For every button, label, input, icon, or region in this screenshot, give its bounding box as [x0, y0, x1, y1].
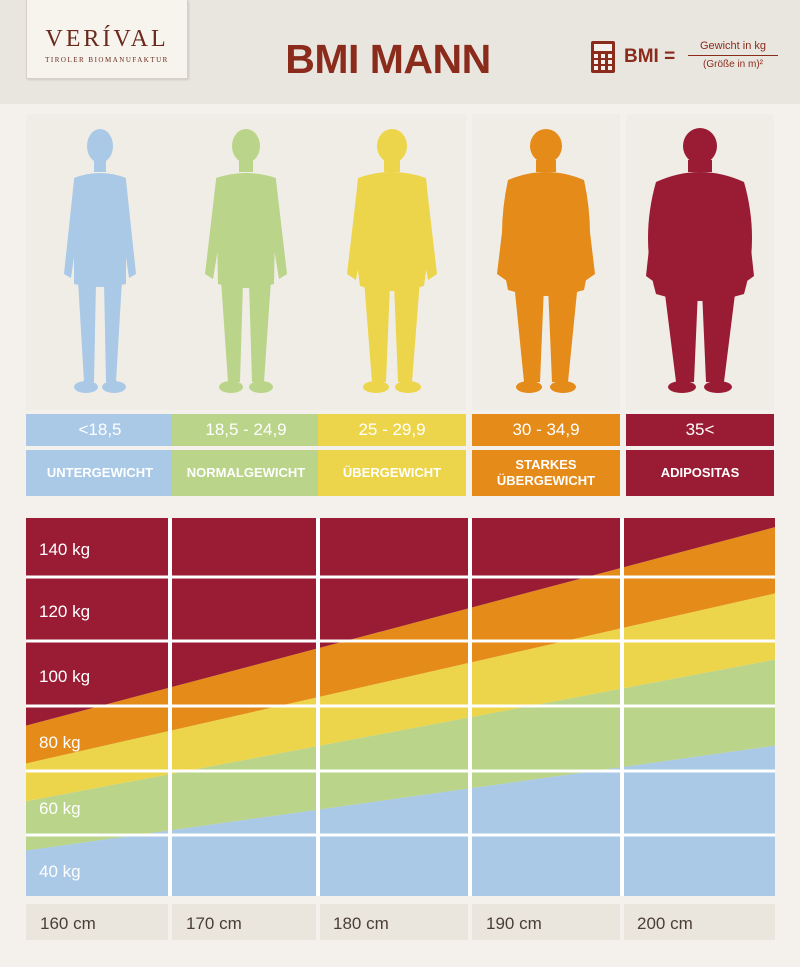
- logo-brand: VERÍVAL: [45, 26, 169, 52]
- silhouette-obese-icon: [497, 129, 595, 393]
- y-tick-label: 60 kg: [39, 799, 81, 818]
- category-label: ÜBERGEWICHT: [318, 450, 466, 496]
- band-übergewicht: [26, 593, 775, 802]
- x-axis-strip: [26, 904, 775, 940]
- x-tick-label: 190 cm: [486, 914, 542, 933]
- page-title: BMI MANN: [285, 36, 491, 82]
- y-tick-label: 80 kg: [39, 733, 81, 752]
- x-tick-label: 200 cm: [637, 914, 693, 933]
- y-tick-label: 40 kg: [39, 862, 81, 881]
- y-tick-label: 100 kg: [39, 667, 90, 686]
- bmi-formula: BMI = Gewicht in kg (Größe in m)²: [590, 40, 790, 80]
- category-label: NORMALGEWICHT: [172, 450, 320, 496]
- range-badge: 35<: [626, 414, 774, 446]
- silhouette-underweight-icon: [64, 129, 136, 393]
- y-tick-label: 140 kg: [39, 540, 90, 559]
- formula-fraction: Gewicht in kg (Größe in m)²: [688, 40, 778, 70]
- category-label: UNTERGEWICHT: [26, 450, 174, 496]
- x-tick-label: 170 cm: [186, 914, 242, 933]
- category-label: STARKES ÜBERGEWICHT: [472, 450, 620, 496]
- logo: VERÍVAL TIROLER BIOMANUFAKTUR: [26, 0, 188, 79]
- category-label: ADIPOSITAS: [626, 450, 774, 496]
- silhouette-normal-icon: [205, 129, 287, 393]
- range-badge: 18,5 - 24,9: [172, 414, 320, 446]
- x-axis-separator: [468, 904, 472, 940]
- silhouette-overweight-icon: [347, 129, 437, 393]
- x-tick-label: 180 cm: [333, 914, 389, 933]
- grid-line-horizontal: [26, 704, 775, 708]
- silhouette-adipositas-icon: [646, 128, 754, 393]
- header-bar: VERÍVAL TIROLER BIOMANUFAKTUR BMI MANN B…: [0, 0, 800, 104]
- formula-denominator: (Größe in m)²: [703, 59, 763, 70]
- range-badge: <18,5: [26, 414, 174, 446]
- grid-line-horizontal: [26, 639, 775, 643]
- x-axis-separator: [316, 904, 320, 940]
- grid-line-horizontal: [26, 833, 775, 837]
- figure-panel-normal: [172, 114, 320, 410]
- x-axis-separator: [168, 904, 172, 940]
- band-adipositas: [26, 518, 775, 726]
- figure-panel-obese: [472, 114, 620, 410]
- x-axis-separator: [620, 904, 624, 940]
- x-tick-label: 160 cm: [40, 914, 96, 933]
- figure-panel-adipositas: [626, 114, 774, 410]
- band-untergewicht: [26, 745, 775, 896]
- grid-line-horizontal: [26, 575, 775, 579]
- logo-subtitle: TIROLER BIOMANUFAKTUR: [45, 56, 169, 64]
- range-badge: 30 - 34,9: [472, 414, 620, 446]
- formula-lhs: BMI =: [624, 46, 676, 67]
- figure-panel-underweight: [26, 114, 174, 410]
- formula-numerator: Gewicht in kg: [688, 40, 778, 56]
- y-tick-label: 120 kg: [39, 602, 90, 621]
- category-label-lines: STARKES ÜBERGEWICHT: [496, 457, 596, 488]
- grid-line-horizontal: [26, 769, 775, 773]
- range-badge: 25 - 29,9: [318, 414, 466, 446]
- figure-panel-overweight: [318, 114, 466, 410]
- band-starkes-übergewicht: [26, 527, 775, 764]
- calculator-icon: [591, 41, 615, 73]
